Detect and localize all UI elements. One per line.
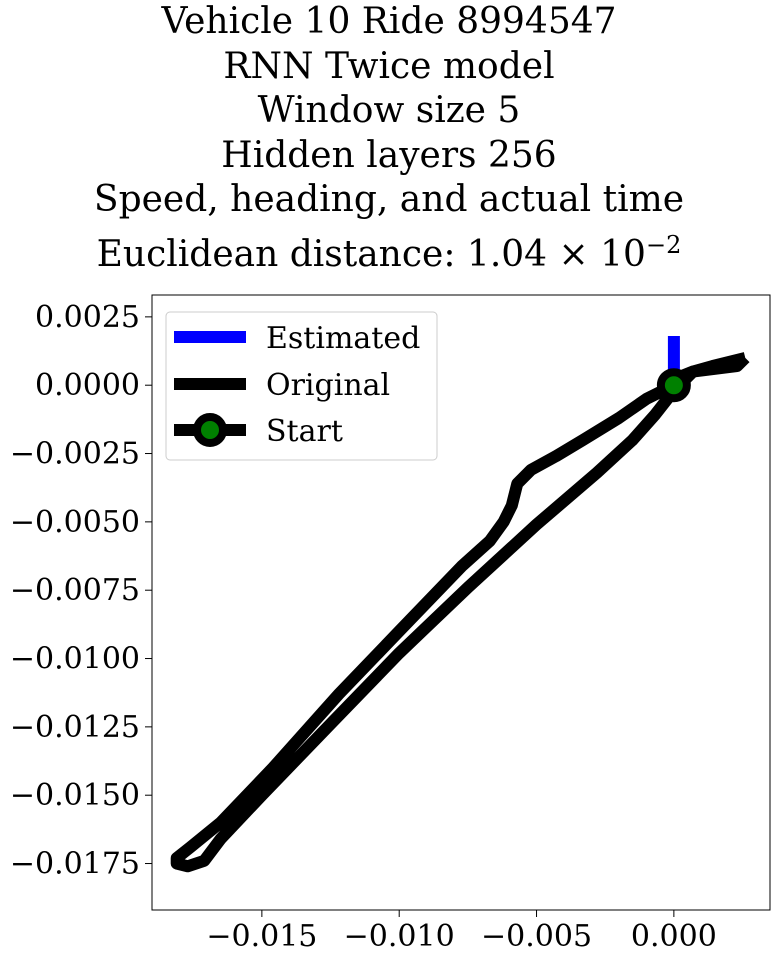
times-sign: × [558, 233, 589, 275]
series-original-line [170, 352, 750, 873]
title-line: Speed, heading, and actual time [93, 179, 685, 221]
x-tick-label: −0.015 [206, 919, 317, 954]
y-tick-label: −0.0150 [10, 778, 140, 813]
y-tick-label: −0.0050 [10, 505, 140, 540]
title-line: Window size 5 [257, 90, 521, 132]
y-tick-label: −0.0125 [10, 710, 140, 745]
x-tick-label: −0.010 [344, 919, 455, 954]
x-tick-label: −0.005 [481, 919, 592, 954]
chart-title: Vehicle 10 Ride 8994547 RNN Twice model … [0, 0, 778, 278]
y-axis: 0.0025 0.0000 −0.0025 −0.0050 −0.0075 −0.0100… [10, 300, 152, 882]
legend-start-marker [193, 413, 227, 447]
x-tick-label: 0.000 [631, 919, 717, 954]
axes-frame [151, 294, 771, 911]
y-tick-label: 0.0000 [35, 368, 140, 403]
y-tick-label: 0.0025 [35, 300, 140, 335]
legend: Estimated Original Start [165, 311, 438, 461]
legend-start-label: Start [266, 414, 343, 449]
y-tick-label: −0.0100 [10, 642, 140, 677]
series-layer [170, 336, 750, 873]
x-axis: −0.015 −0.010 −0.005 0.000 [206, 910, 717, 954]
start-marker [656, 368, 691, 403]
legend-estimated-label: Estimated [266, 321, 420, 356]
title-line: Hidden layers 256 [221, 134, 557, 176]
y-tick-label: −0.0025 [10, 437, 140, 472]
legend-original-label: Original [266, 368, 390, 403]
title-line-distance: Euclidean distance: 1.04 × 10−2 [0, 223, 778, 278]
distance-base: 10 [600, 233, 646, 275]
legend-box [165, 311, 438, 461]
title-line: Vehicle 10 Ride 8994547 [161, 1, 617, 42]
y-tick-label: −0.0075 [10, 573, 140, 608]
title-line: RNN Twice model [223, 45, 555, 87]
distance-exponent: −2 [645, 230, 682, 259]
y-tick-label: −0.0175 [10, 847, 140, 882]
distance-prefix: Euclidean distance: 1.04 [96, 233, 548, 275]
